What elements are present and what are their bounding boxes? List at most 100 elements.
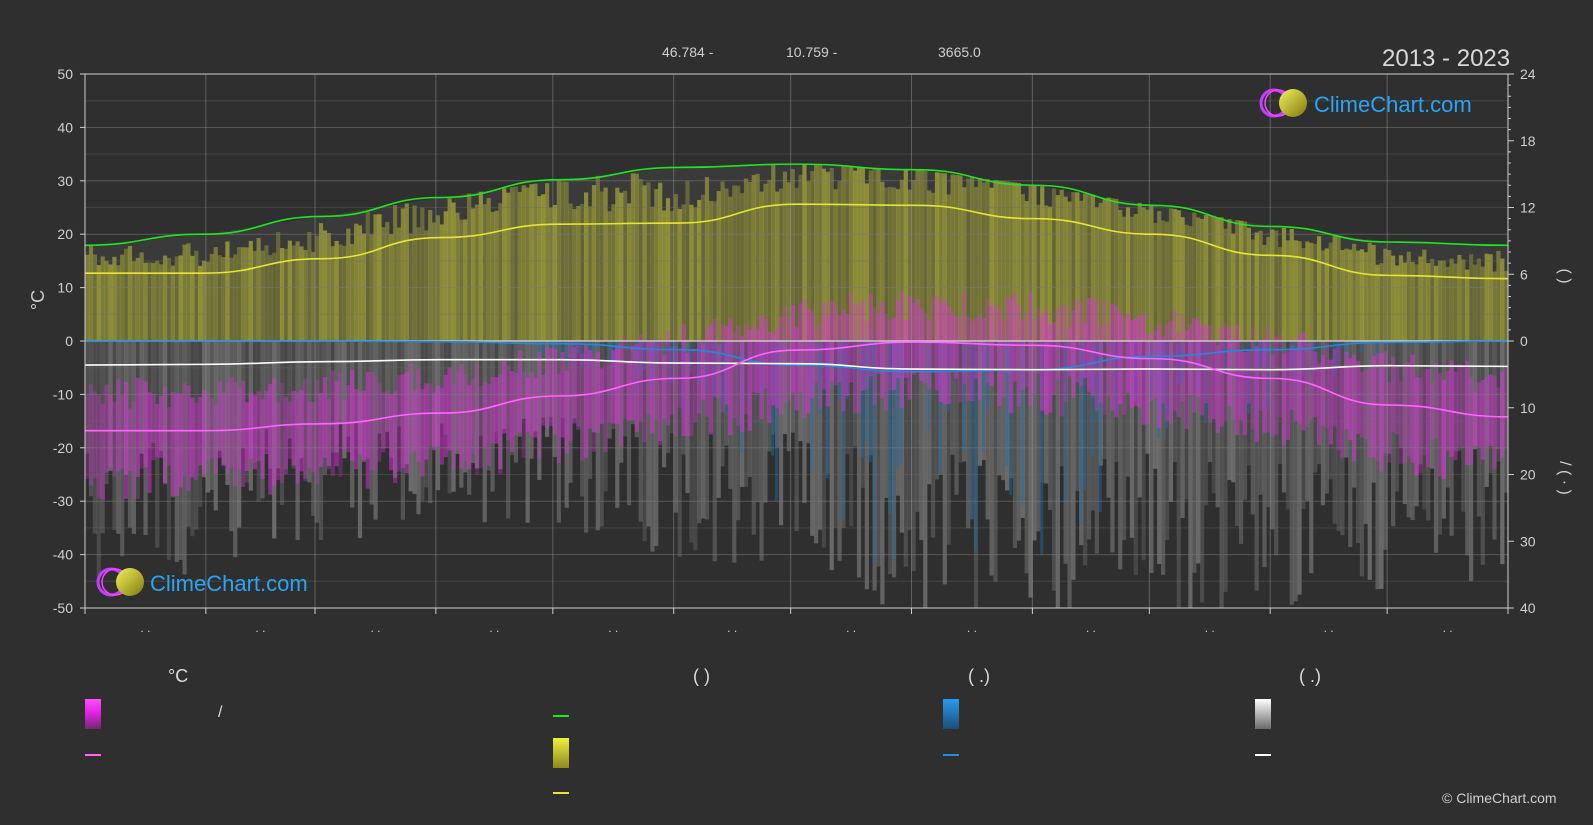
rain-daily-bar bbox=[892, 341, 896, 560]
snow-daily-bar bbox=[174, 341, 179, 562]
temperature-daily-range bbox=[751, 323, 756, 393]
sunshine-daily-bar bbox=[186, 243, 191, 341]
snow-daily-bar bbox=[1344, 341, 1349, 458]
sunshine-daily-bar bbox=[279, 248, 285, 341]
rain-daily-bar bbox=[689, 341, 693, 373]
rain-daily-bar bbox=[895, 341, 900, 469]
rain-daily-bar bbox=[591, 341, 595, 354]
temperature-daily-range bbox=[759, 315, 764, 420]
snow-daily-bar bbox=[1262, 341, 1267, 568]
brand-logo-icon[interactable] bbox=[1258, 87, 1312, 119]
temperature-daily-range bbox=[1270, 354, 1275, 437]
sunshine-daily-bar bbox=[1040, 186, 1045, 341]
rain-daily-bar bbox=[1313, 341, 1317, 372]
sunshine-daily-bar bbox=[634, 173, 639, 341]
snow-daily-bar bbox=[170, 341, 175, 498]
snow-daily-bar bbox=[260, 341, 265, 499]
sunshine-daily-bar bbox=[1129, 216, 1135, 341]
sunshine-daily-bar bbox=[1149, 204, 1154, 341]
snow-daily-bar bbox=[1391, 341, 1396, 527]
temperature-daily-range bbox=[311, 402, 316, 473]
daylight-line bbox=[85, 163, 1508, 247]
snow-daily-bar bbox=[131, 341, 136, 534]
temperature-daily-range bbox=[1094, 300, 1099, 411]
rain-daily-bar bbox=[1164, 341, 1169, 429]
temperature-daily-range bbox=[463, 375, 468, 461]
left-tick-label: -50 bbox=[53, 600, 73, 616]
copyright-text[interactable]: © ClimeChart.com bbox=[1442, 790, 1557, 806]
rain-daily-bar bbox=[1079, 341, 1083, 525]
temperature-daily-range bbox=[1001, 320, 1006, 398]
sunshine-daily-bar bbox=[506, 192, 511, 341]
temperature-daily-range bbox=[276, 403, 281, 481]
sunshine-daily-bar bbox=[1359, 249, 1365, 341]
sunshine-daily-bar bbox=[681, 204, 686, 341]
snow-daily-bar bbox=[264, 341, 269, 429]
temperature-daily-range bbox=[1028, 293, 1033, 407]
sunshine-daily-bar bbox=[954, 174, 959, 341]
temperature-daily-range bbox=[225, 382, 230, 474]
snow-daily-bar bbox=[1383, 341, 1388, 550]
sunshine-daily-bar bbox=[1301, 248, 1306, 341]
sunshine-daily-bar bbox=[1410, 261, 1415, 341]
sunshine-daily-bar bbox=[315, 235, 320, 341]
temperature-daily-range bbox=[782, 306, 788, 403]
sunshine-daily-bar bbox=[1153, 223, 1158, 341]
sunshine-daily-bar bbox=[985, 178, 990, 341]
sunshine-daily-bar bbox=[104, 260, 109, 341]
sunshine-daily-bar bbox=[1161, 220, 1166, 341]
snow-daily-bar bbox=[1242, 341, 1248, 500]
temperature-daily-range bbox=[1344, 351, 1349, 430]
snow-daily-bar bbox=[1277, 341, 1283, 464]
temperature-daily-range bbox=[428, 383, 433, 447]
snow-daily-bar bbox=[428, 341, 433, 504]
snow-daily-bar bbox=[166, 341, 172, 560]
brand-logo-text[interactable]: ClimeChart.com bbox=[1314, 92, 1472, 117]
temperature-daily-range bbox=[1461, 365, 1466, 448]
snow-daily-bar bbox=[743, 341, 749, 487]
temperature-daily-range bbox=[287, 401, 292, 459]
snow-daily-bar bbox=[638, 341, 643, 522]
sunshine-daily-bar bbox=[377, 214, 382, 341]
snow-daily-bar bbox=[1180, 341, 1185, 518]
rain-mean-line bbox=[85, 340, 1508, 373]
rain-daily-bar bbox=[607, 341, 611, 360]
rain-daily-bar bbox=[1301, 341, 1305, 377]
sunshine-daily-bar bbox=[1281, 227, 1287, 341]
snow-daily-bar bbox=[654, 341, 659, 547]
snow-daily-bar bbox=[1496, 341, 1501, 462]
rain-daily-bar bbox=[946, 341, 950, 412]
temperature-daily-range bbox=[1352, 354, 1357, 462]
rain-daily-bar bbox=[1005, 341, 1009, 466]
temperature-daily-range bbox=[771, 333, 776, 406]
temperature-daily-range bbox=[229, 376, 234, 468]
snow-daily-bar bbox=[853, 341, 858, 447]
snow-daily-bar bbox=[521, 341, 526, 419]
temperature-daily-range bbox=[1184, 330, 1189, 429]
rain-daily-bar bbox=[572, 341, 576, 366]
sunshine-daily-bar bbox=[233, 254, 238, 341]
sunshine-daily-bar bbox=[829, 167, 834, 341]
snow-daily-bar bbox=[1476, 341, 1482, 517]
temperature-daily-range bbox=[1359, 372, 1365, 438]
temperature-daily-range bbox=[1504, 367, 1508, 449]
snow-daily-bar bbox=[568, 341, 573, 483]
snow-daily-bar bbox=[459, 341, 464, 488]
temperature-daily-range bbox=[775, 328, 780, 408]
temperature-daily-range bbox=[736, 325, 741, 426]
snow-daily-bar bbox=[895, 341, 901, 496]
sunshine-daily-bar bbox=[1024, 201, 1029, 341]
rain-daily-bar bbox=[739, 341, 744, 453]
sunshine-daily-bar bbox=[623, 190, 628, 341]
snow-daily-bar bbox=[1227, 341, 1232, 481]
sunshine-daily-bar bbox=[658, 182, 663, 341]
sunshine-daily-bar bbox=[888, 186, 893, 341]
snow-daily-bar bbox=[899, 341, 905, 533]
sunshine-daily-bar bbox=[1227, 219, 1232, 341]
temperature-daily-range bbox=[291, 390, 296, 466]
snow-daily-bar bbox=[697, 341, 702, 524]
snow-daily-bar bbox=[478, 341, 483, 436]
sunshine-daily-bar bbox=[455, 212, 460, 341]
sunshine-daily-bar bbox=[548, 207, 554, 341]
